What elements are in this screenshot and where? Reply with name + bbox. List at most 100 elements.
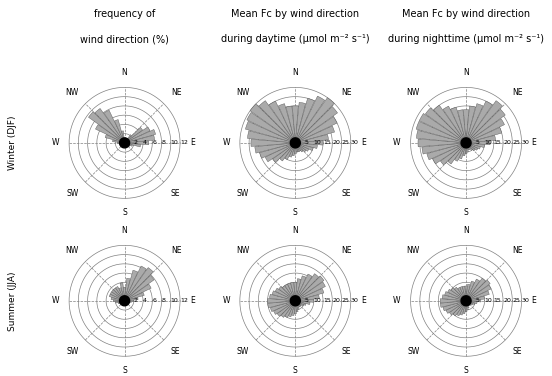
Polygon shape: [295, 301, 299, 310]
Polygon shape: [463, 286, 466, 301]
Polygon shape: [463, 301, 466, 314]
Polygon shape: [466, 296, 485, 301]
Text: SE: SE: [171, 189, 181, 198]
Polygon shape: [277, 301, 295, 316]
Polygon shape: [295, 98, 335, 143]
Polygon shape: [295, 106, 337, 143]
Text: SE: SE: [171, 347, 181, 356]
Text: 8: 8: [162, 298, 166, 303]
Polygon shape: [123, 143, 125, 145]
Polygon shape: [466, 284, 470, 301]
Text: N: N: [293, 226, 298, 235]
Text: W: W: [393, 296, 401, 305]
Polygon shape: [466, 143, 469, 152]
Polygon shape: [295, 301, 300, 308]
Polygon shape: [466, 301, 471, 305]
Text: 25: 25: [342, 298, 349, 303]
Polygon shape: [247, 112, 295, 143]
Polygon shape: [454, 143, 466, 161]
Polygon shape: [120, 296, 130, 306]
Polygon shape: [466, 285, 491, 301]
Polygon shape: [460, 301, 466, 315]
Polygon shape: [88, 112, 125, 143]
Text: W: W: [222, 138, 230, 147]
Polygon shape: [466, 143, 485, 147]
Polygon shape: [124, 143, 125, 145]
Polygon shape: [293, 106, 298, 143]
Polygon shape: [290, 296, 300, 306]
Polygon shape: [288, 301, 295, 317]
Polygon shape: [295, 96, 325, 143]
Text: 20: 20: [332, 140, 340, 146]
Polygon shape: [422, 143, 466, 154]
Text: S: S: [122, 366, 127, 375]
Polygon shape: [111, 297, 125, 301]
Polygon shape: [268, 301, 295, 308]
Polygon shape: [110, 292, 125, 301]
Polygon shape: [123, 301, 125, 304]
Polygon shape: [125, 301, 131, 303]
Polygon shape: [125, 143, 129, 146]
Polygon shape: [113, 140, 125, 143]
Polygon shape: [451, 288, 466, 301]
Text: Mean Fᴄ by wind direction: Mean Fᴄ by wind direction: [402, 9, 530, 18]
Text: 15: 15: [494, 140, 502, 146]
Polygon shape: [466, 127, 502, 143]
Polygon shape: [466, 143, 473, 150]
Polygon shape: [454, 287, 466, 301]
Text: E: E: [361, 138, 365, 147]
Polygon shape: [118, 142, 125, 144]
Polygon shape: [275, 288, 295, 301]
Text: SW: SW: [407, 189, 420, 198]
Polygon shape: [295, 301, 301, 306]
Polygon shape: [273, 143, 295, 162]
Polygon shape: [450, 107, 466, 143]
Polygon shape: [125, 135, 131, 143]
Text: 5: 5: [475, 140, 479, 146]
Text: E: E: [532, 138, 537, 147]
Text: NW: NW: [65, 88, 78, 97]
Text: S: S: [293, 208, 298, 217]
Text: 2: 2: [134, 140, 138, 146]
Polygon shape: [466, 135, 496, 143]
Text: E: E: [361, 296, 365, 305]
Polygon shape: [125, 301, 126, 303]
Polygon shape: [125, 268, 153, 301]
Text: NW: NW: [406, 246, 420, 255]
Polygon shape: [458, 110, 466, 143]
Polygon shape: [443, 106, 466, 143]
Polygon shape: [466, 301, 475, 305]
Polygon shape: [119, 288, 125, 301]
Text: SE: SE: [342, 347, 351, 356]
Text: 15: 15: [323, 298, 331, 303]
Polygon shape: [466, 143, 475, 151]
Text: 4: 4: [143, 140, 147, 146]
Polygon shape: [274, 301, 295, 314]
Polygon shape: [125, 129, 156, 143]
Polygon shape: [466, 279, 480, 301]
Text: SW: SW: [237, 347, 249, 356]
Polygon shape: [295, 288, 324, 301]
Text: 6: 6: [152, 298, 156, 303]
Polygon shape: [295, 279, 301, 301]
Text: 12: 12: [180, 140, 188, 146]
Polygon shape: [120, 138, 130, 148]
Polygon shape: [418, 139, 466, 147]
Polygon shape: [250, 104, 295, 143]
Polygon shape: [295, 143, 309, 151]
Text: S: S: [464, 366, 469, 375]
Polygon shape: [125, 301, 129, 303]
Text: during daytime (μmol m⁻² s⁻¹): during daytime (μmol m⁻² s⁻¹): [221, 34, 370, 44]
Polygon shape: [458, 287, 466, 301]
Text: SW: SW: [66, 189, 78, 198]
Text: frequency of: frequency of: [94, 9, 155, 18]
Text: 5: 5: [305, 140, 309, 146]
Text: E: E: [532, 296, 537, 305]
Polygon shape: [255, 143, 295, 153]
Text: 8: 8: [162, 140, 166, 146]
Text: W: W: [51, 296, 59, 305]
Text: N: N: [463, 68, 469, 77]
Polygon shape: [125, 292, 144, 301]
Polygon shape: [427, 143, 466, 160]
Polygon shape: [112, 290, 125, 301]
